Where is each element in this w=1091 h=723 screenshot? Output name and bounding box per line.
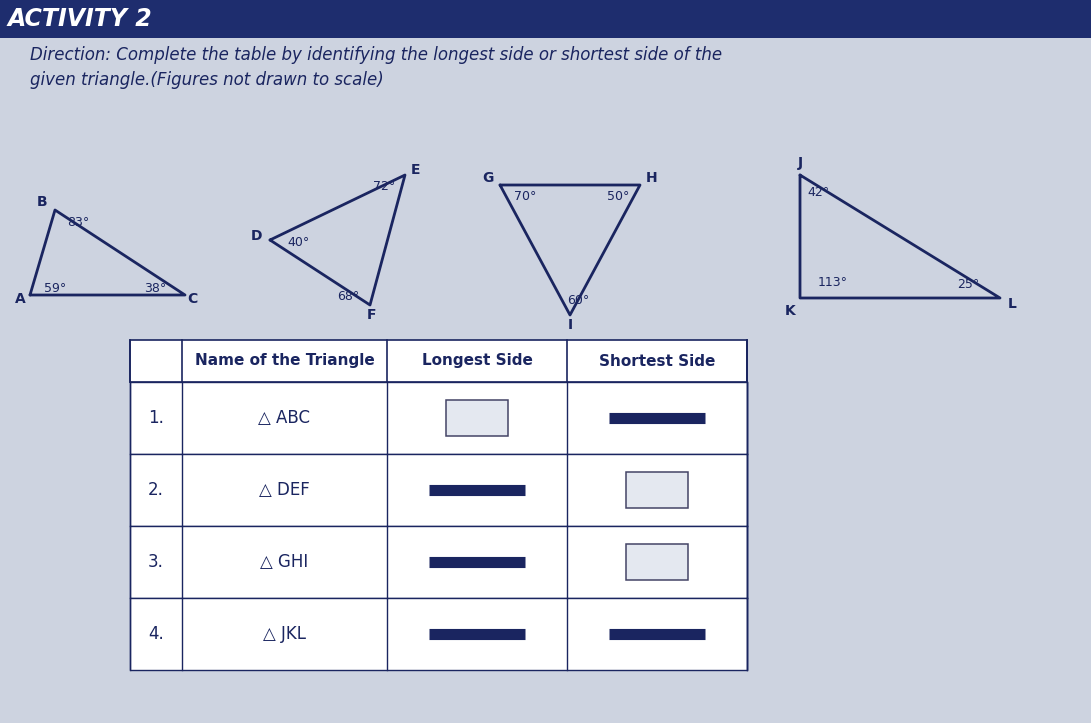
Bar [130, 340, 747, 382]
Text: F: F [368, 308, 376, 322]
Text: 68°: 68° [337, 289, 359, 302]
Text: B: B [37, 195, 47, 209]
Text: D: D [250, 229, 262, 243]
Text: ACTIVITY 2: ACTIVITY 2 [8, 7, 153, 31]
Text: given triangle.(Figures not drawn to scale): given triangle.(Figures not drawn to sca… [29, 71, 384, 89]
Text: C: C [187, 292, 197, 306]
Text: K: K [784, 304, 795, 318]
Text: 59°: 59° [44, 281, 67, 294]
Text: A: A [14, 292, 25, 306]
Text: △ GHI: △ GHI [261, 553, 309, 571]
Text: I: I [567, 318, 573, 332]
Bar [130, 454, 747, 526]
Text: Name of the Triangle: Name of the Triangle [194, 354, 374, 369]
Text: 113°: 113° [818, 276, 848, 289]
Text: 38°: 38° [144, 281, 166, 294]
Bar [0, 0, 1091, 38]
Text: H: H [646, 171, 658, 185]
Text: 83°: 83° [67, 215, 89, 228]
Text: 40°: 40° [287, 236, 309, 249]
Text: E: E [411, 163, 421, 177]
Text: Longest Side: Longest Side [421, 354, 532, 369]
Text: △ ABC: △ ABC [259, 409, 311, 427]
Text: △ DEF: △ DEF [260, 481, 310, 499]
Text: 2.: 2. [148, 481, 164, 499]
Text: 70°: 70° [514, 190, 536, 203]
Text: 72°: 72° [373, 179, 395, 192]
Text: 1.: 1. [148, 409, 164, 427]
Text: J: J [798, 156, 803, 170]
Text: △ JKL: △ JKL [263, 625, 305, 643]
Text: 42°: 42° [807, 187, 829, 200]
Bar [130, 382, 747, 454]
Text: 25°: 25° [957, 278, 979, 291]
Bar [130, 526, 747, 598]
Bar [446, 400, 508, 436]
Bar [626, 544, 688, 580]
Bar [626, 472, 688, 508]
Text: 50°: 50° [607, 190, 630, 203]
Text: G: G [482, 171, 494, 185]
Text: L: L [1008, 297, 1017, 311]
Text: 60°: 60° [567, 294, 589, 307]
Bar [130, 598, 747, 670]
Text: 4.: 4. [148, 625, 164, 643]
Text: Shortest Side: Shortest Side [599, 354, 716, 369]
Text: 3.: 3. [148, 553, 164, 571]
Text: Direction: Complete the table by identifying the longest side or shortest side o: Direction: Complete the table by identif… [29, 46, 722, 64]
